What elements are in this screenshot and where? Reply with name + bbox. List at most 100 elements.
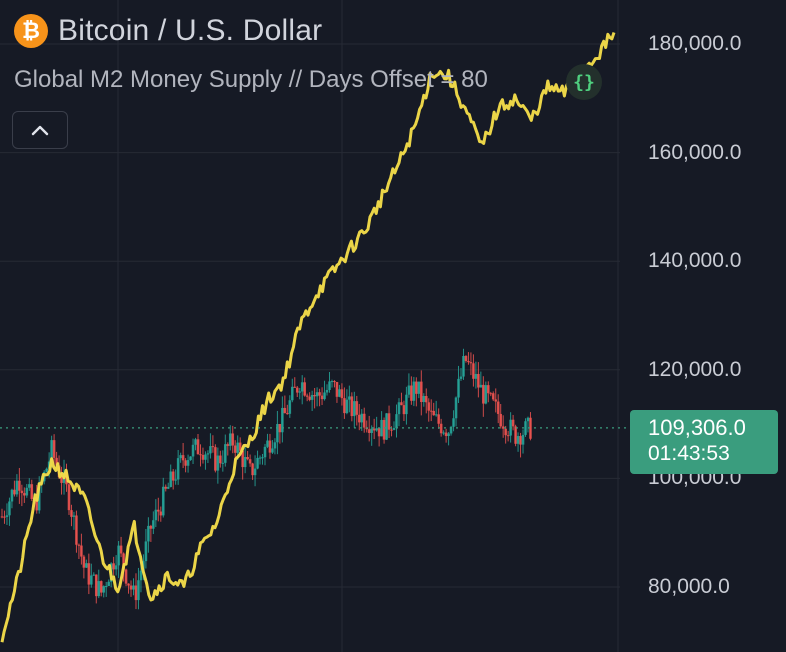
candle-body-85	[211, 446, 215, 448]
candle-body-65	[161, 486, 165, 516]
candle-body-22	[55, 457, 58, 466]
current-price-label: 109,306.0 01:43:53	[630, 410, 778, 474]
candle-body-133	[330, 381, 334, 383]
candle-body-39	[97, 581, 101, 597]
candle-body-86	[214, 447, 217, 471]
candle-body-180	[447, 433, 450, 437]
candle-body-162	[402, 405, 406, 415]
candle-body-111	[276, 424, 279, 443]
candle-body-161	[400, 402, 403, 406]
candle-body-66	[164, 486, 168, 489]
candle-body-99	[246, 456, 249, 460]
candle-body-123	[305, 395, 309, 397]
candle-body-158	[392, 428, 396, 430]
chart-header: ₿ Bitcoin / U.S. Dollar	[14, 14, 322, 48]
candle-body-94	[233, 445, 237, 453]
curly-braces-icon[interactable]: {}	[566, 64, 602, 100]
candle-body-0	[0, 516, 4, 518]
candle-body-206	[511, 419, 515, 427]
candle-body-34	[85, 563, 88, 568]
candle-body-144	[357, 414, 361, 423]
collapse-legend-button[interactable]	[12, 111, 68, 149]
candle-body-73	[181, 455, 185, 461]
candle-body-164	[407, 385, 411, 395]
candle-body-160	[397, 402, 401, 415]
candle-body-141	[350, 396, 354, 417]
candle-body-56	[139, 570, 143, 581]
y-tick-label: 80,000.0	[648, 575, 730, 598]
candle-body-49	[122, 553, 125, 570]
candle-body-172	[427, 402, 431, 411]
candle-body-74	[184, 460, 187, 466]
candle-body-102	[253, 468, 257, 476]
candle-body-192	[477, 373, 480, 388]
candle-body-148	[367, 429, 371, 433]
candle-body-190	[472, 363, 475, 379]
candle-body-211	[524, 421, 527, 435]
candle-body-168	[417, 381, 421, 394]
candle-body-169	[420, 381, 423, 403]
candle-body-47	[117, 545, 120, 566]
candle-body-5	[13, 489, 16, 495]
y-tick-label: 120,000.0	[648, 357, 742, 381]
candle-body-126	[313, 395, 316, 397]
candle-body-41	[102, 586, 106, 593]
candle-body-199	[494, 399, 498, 402]
candle-body-197	[489, 393, 493, 395]
candle-body-157	[390, 429, 393, 431]
candle-body-11	[27, 484, 31, 488]
candle-body-128	[318, 392, 321, 396]
candle-body-136	[338, 389, 341, 397]
candle-body-175	[434, 414, 438, 416]
candle-body-139	[345, 399, 349, 414]
candle-body-107	[266, 440, 269, 447]
candle-body-143	[355, 401, 359, 415]
candle-body-125	[310, 395, 314, 400]
candle-body-101	[251, 463, 254, 476]
candle-body-106	[263, 446, 267, 458]
candle-body-127	[315, 392, 319, 397]
candle-body-33	[82, 556, 86, 568]
candle-body-109	[271, 448, 274, 453]
m2-supply-line	[0, 32, 616, 643]
bar-countdown: 01:43:53	[648, 442, 730, 465]
candle-body-188	[467, 360, 470, 363]
candle-body-178	[442, 432, 445, 434]
candle-body-48	[119, 545, 123, 554]
candle-body-82	[204, 454, 207, 460]
candle-body-93	[231, 433, 235, 446]
candle-body-72	[179, 455, 182, 459]
candle-body-132	[328, 381, 331, 390]
candle-body-196	[486, 385, 490, 394]
candle-body-98	[243, 456, 247, 468]
candle-body-155	[385, 413, 388, 440]
candle-body-70	[174, 479, 177, 481]
candle-body-149	[370, 428, 373, 433]
candle-body-195	[484, 385, 488, 404]
indicator-title[interactable]: Global M2 Money Supply // Days Offset = …	[14, 66, 488, 93]
candle-body-184	[457, 378, 460, 398]
candle-body-9	[23, 493, 26, 496]
candle-body-69	[171, 471, 175, 481]
candle-body-115	[286, 413, 289, 415]
candle-body-140	[348, 396, 351, 400]
candle-body-8	[20, 490, 24, 494]
candle-body-193	[479, 384, 483, 388]
candle-body-53	[132, 585, 135, 590]
candle-body-59	[147, 525, 150, 542]
candle-body-51	[127, 583, 130, 586]
candle-body-28	[70, 510, 73, 517]
candle-body-118	[293, 386, 297, 388]
candle-body-200	[496, 401, 500, 414]
candle-body-62	[154, 509, 158, 521]
candle-body-176	[437, 414, 440, 424]
candle-body-24	[60, 477, 63, 483]
candle-body-138	[343, 398, 346, 414]
candle-body-42	[104, 585, 108, 587]
candle-body-181	[449, 426, 453, 434]
candle-body-61	[152, 520, 155, 529]
candle-body-186	[462, 355, 465, 377]
candle-body-30	[75, 515, 78, 545]
symbol-title[interactable]: Bitcoin / U.S. Dollar	[58, 14, 323, 47]
